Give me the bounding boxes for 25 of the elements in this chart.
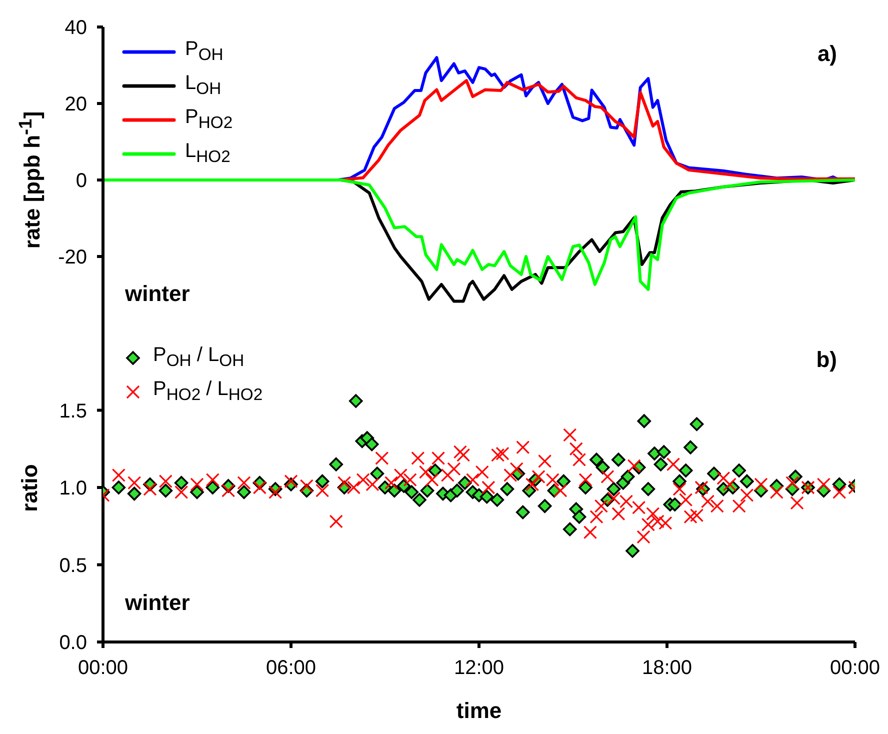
x-tick-label: 00:00 bbox=[830, 657, 880, 680]
y-tick-label: -20 bbox=[58, 246, 87, 269]
x-tick-label: 00:00 bbox=[78, 657, 128, 680]
y-tick-label: 1.5 bbox=[59, 400, 87, 422]
legend-label: P$_{OH}$ / L$_{OH}$ bbox=[153, 343, 244, 372]
y-tick-label: 1.0 bbox=[59, 478, 87, 500]
y-tick-label: 0 bbox=[76, 170, 87, 192]
x-tick-label: 06:00 bbox=[266, 657, 316, 680]
x-tick-label: 18:00 bbox=[642, 657, 692, 680]
annotation: a) bbox=[817, 41, 837, 67]
annotation: winter bbox=[125, 590, 190, 616]
legend-label: P$_{OH}$ bbox=[185, 37, 224, 66]
annotation: winter bbox=[125, 281, 190, 307]
x-axis-title: time bbox=[456, 698, 502, 724]
y-tick-label: 40 bbox=[64, 17, 87, 40]
y-tick-label: 0.0 bbox=[59, 632, 87, 654]
legend-label: L$_{HO2}$ bbox=[185, 139, 230, 168]
x-tick-label: 12:00 bbox=[454, 657, 504, 680]
annotation: b) bbox=[816, 347, 837, 373]
legend-label: P$_{HO2}$ / L$_{HO2}$ bbox=[153, 377, 263, 406]
y-tick-label: 20 bbox=[64, 94, 87, 116]
legend-label: P$_{HO2}$ bbox=[185, 105, 233, 134]
legend-label: L$_{OH}$ bbox=[185, 71, 222, 100]
y-axis-title: ratio bbox=[17, 464, 43, 512]
y-tick-label: 0.5 bbox=[59, 554, 87, 577]
